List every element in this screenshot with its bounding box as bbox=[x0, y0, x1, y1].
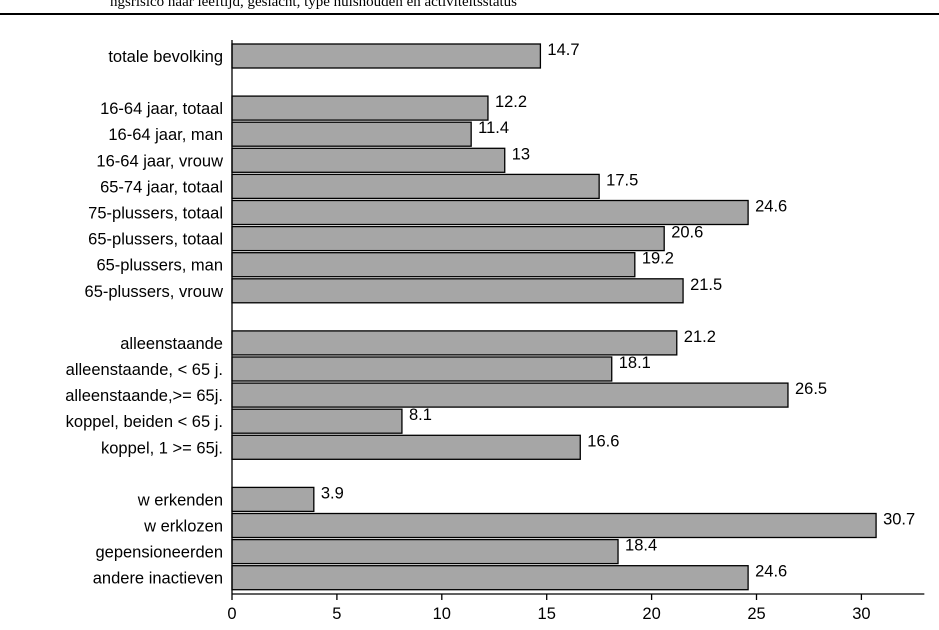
data-label: 21.2 bbox=[684, 328, 716, 346]
category-label: 16-64 jaar, vrouw bbox=[96, 152, 223, 170]
x-tick-label: 10 bbox=[433, 605, 451, 623]
bar bbox=[231, 434, 581, 460]
category-label: 65-74 jaar, totaal bbox=[100, 178, 223, 196]
data-label: 21.5 bbox=[690, 276, 722, 294]
data-label: 16.6 bbox=[587, 432, 619, 450]
data-label: 18.1 bbox=[619, 354, 651, 372]
data-label: 18.4 bbox=[625, 537, 657, 555]
data-label: 20.6 bbox=[671, 224, 703, 242]
x-tick-label: 0 bbox=[227, 605, 236, 623]
category-label: gepensioneerden bbox=[95, 544, 223, 562]
bar bbox=[231, 382, 789, 408]
x-tick-label: 5 bbox=[332, 605, 341, 623]
data-label: 30.7 bbox=[883, 511, 915, 529]
bar bbox=[231, 538, 619, 565]
category-label: koppel, 1 >= 65j. bbox=[101, 439, 223, 457]
category-label: w erklozen bbox=[143, 518, 223, 536]
bars-layer: totale bevolking 14.7 16-64 jaar, totaal 12… bbox=[65, 41, 915, 591]
data-label: 13 bbox=[512, 145, 530, 163]
category-label: 65-plussers, totaal bbox=[88, 231, 223, 249]
category-label: koppel, beiden < 65 j. bbox=[66, 413, 223, 431]
x-tick-label: 15 bbox=[538, 605, 556, 623]
bar bbox=[231, 121, 472, 147]
data-label: 12.2 bbox=[495, 93, 527, 111]
header-rule bbox=[0, 13, 939, 15]
bar bbox=[231, 252, 636, 278]
bar bbox=[231, 199, 749, 226]
bar bbox=[231, 173, 600, 200]
bar bbox=[231, 486, 315, 513]
x-tick-label: 30 bbox=[852, 605, 870, 623]
category-label: w erkenden bbox=[137, 491, 223, 509]
bar bbox=[231, 356, 613, 382]
data-label: 19.2 bbox=[642, 250, 674, 268]
bar bbox=[231, 43, 542, 69]
category-label: 16-64 jaar, man bbox=[108, 126, 223, 144]
bar bbox=[231, 278, 684, 304]
data-label: 3.9 bbox=[321, 484, 344, 502]
x-tick-label: 25 bbox=[747, 605, 765, 623]
category-label: totale bevolking bbox=[108, 48, 223, 66]
category-label: 65-plussers, man bbox=[96, 257, 223, 275]
bar bbox=[231, 565, 749, 591]
category-label: andere inactieven bbox=[93, 570, 223, 588]
category-label: alleenstaande, < 65 j. bbox=[66, 361, 223, 379]
header-caption: ngsrisico naar leeftijd, geslacht, type … bbox=[110, 0, 517, 10]
bar bbox=[231, 330, 678, 356]
data-label: 14.7 bbox=[547, 41, 579, 59]
bar bbox=[231, 147, 506, 173]
x-axis: 0 5 10 15 20 25 30 bbox=[227, 40, 925, 623]
category-label: alleenstaande bbox=[120, 335, 223, 353]
category-label: alleenstaande,>= 65j. bbox=[65, 387, 223, 405]
data-label: 17.5 bbox=[606, 171, 638, 189]
x-tick-label: 20 bbox=[642, 605, 660, 623]
data-label: 8.1 bbox=[409, 406, 432, 424]
data-label: 24.6 bbox=[755, 563, 787, 581]
data-label: 11.4 bbox=[478, 119, 509, 137]
category-label: 65-plussers, vrouw bbox=[85, 283, 224, 301]
bar bbox=[231, 512, 877, 539]
data-label: 26.5 bbox=[795, 380, 827, 398]
data-label: 24.6 bbox=[755, 198, 787, 216]
category-label: 75-plussers, totaal bbox=[88, 205, 223, 223]
header-bar: ngsrisico naar leeftijd, geslacht, type … bbox=[0, 0, 939, 18]
bar bbox=[231, 225, 665, 252]
bar bbox=[231, 408, 403, 434]
bar bbox=[231, 95, 489, 121]
category-label: 16-64 jaar, totaal bbox=[100, 100, 223, 118]
